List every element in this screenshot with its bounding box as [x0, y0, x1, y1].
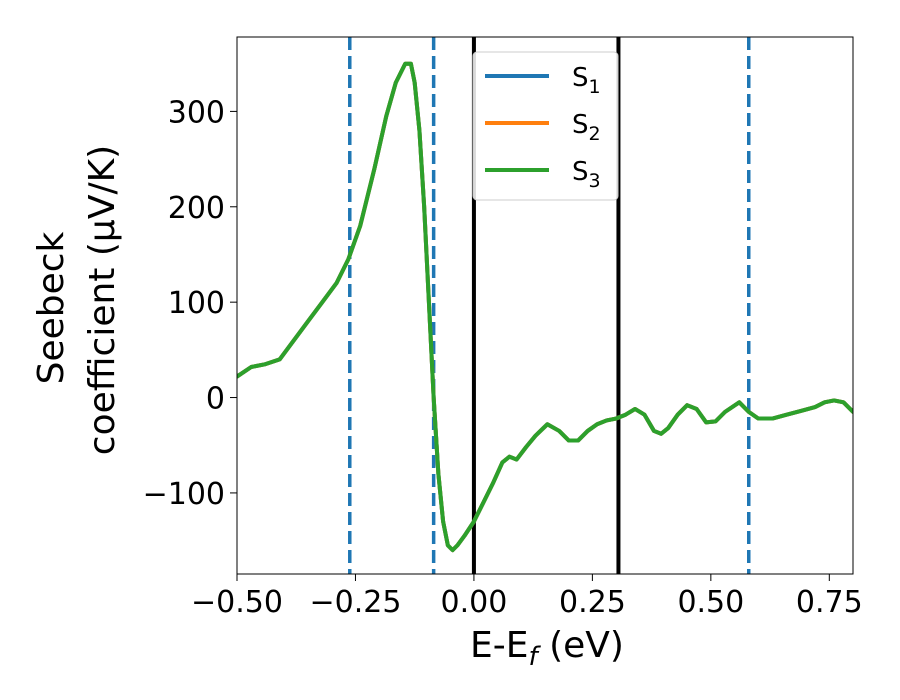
legend-label-S3: S3 [572, 157, 601, 192]
plot-frame [236, 36, 854, 575]
x-tick-label: −0.50 [191, 585, 283, 620]
y-tick-label: 100 [168, 286, 225, 321]
x-axis-ticks: −0.50 −0.25 0.00 0.25 0.50 0.75 [191, 574, 863, 620]
x-tick-label: 0.75 [796, 585, 863, 620]
x-tick-label: 0.00 [441, 585, 508, 620]
legend-label-S2: S2 [572, 110, 601, 145]
y-tick-label: 200 [168, 191, 225, 226]
legend-box [472, 51, 619, 201]
y-tick-label: 0 [206, 382, 225, 417]
y-axis-label-line2: coefficient (μV/K) [82, 145, 123, 455]
y-axis-label-line1: Seebeck [31, 231, 72, 384]
y-axis-ticks: −100 0 100 200 300 [143, 95, 237, 512]
series-line-S3 [237, 61, 853, 553]
legend-label-S1: S1 [572, 63, 601, 98]
x-tick-label: 0.25 [559, 585, 626, 620]
y-tick-label: −100 [143, 477, 225, 512]
series-lines [237, 61, 853, 553]
x-tick-label: −0.25 [309, 585, 401, 620]
x-tick-label: 0.50 [677, 585, 744, 620]
legend: S1 S2 S3 [472, 51, 619, 201]
y-tick-label: 300 [168, 95, 225, 130]
x-axis-label: E-Ef (eV) [470, 625, 624, 672]
y-axis-label: Seebeck coefficient (μV/K) [31, 145, 123, 455]
